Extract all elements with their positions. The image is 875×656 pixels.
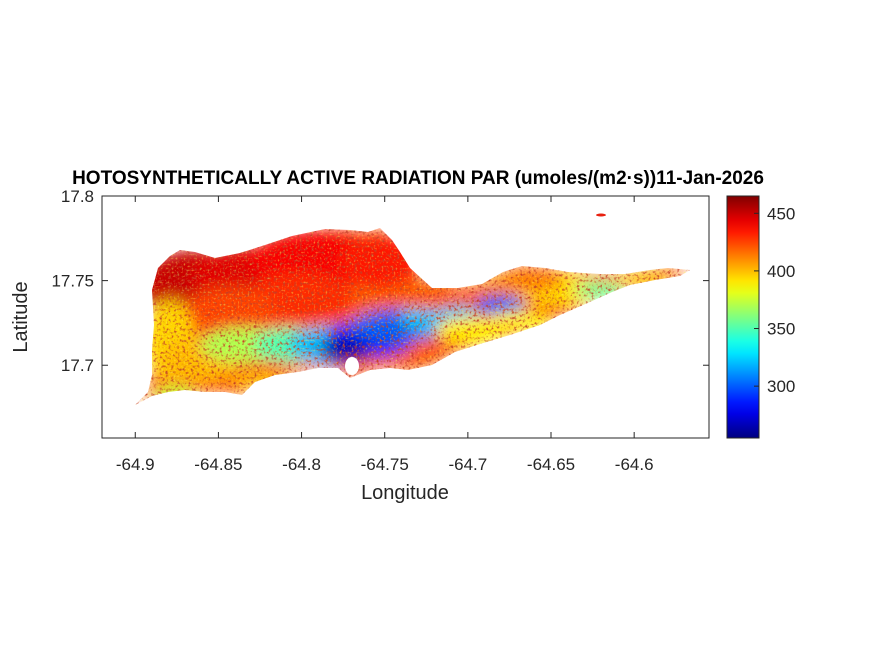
y-axis-label: Latitude (10, 281, 32, 352)
y-tick-label: 17.75 (51, 272, 94, 291)
x-tick-label: -64.65 (527, 455, 575, 474)
colorbar: 300 350 400 450 (726, 195, 795, 439)
y-axis: 17.7 17.75 17.8 (51, 187, 709, 375)
axes-frame (101, 195, 710, 439)
small-islet (596, 213, 606, 217)
y-tick-label: 17.7 (61, 356, 94, 375)
x-tick-label: -64.9 (116, 455, 155, 474)
colorbar-tick-label: 350 (767, 320, 795, 339)
texture-overlay-yellow (135, 228, 690, 405)
colorbar-ticks: 300 350 400 450 (754, 204, 795, 396)
colorbar-tick-label: 450 (767, 204, 795, 223)
colorbar-tick-label: 300 (767, 377, 795, 396)
colorbar-tick-label: 400 (767, 262, 795, 281)
x-tick-label: -64.85 (194, 455, 242, 474)
x-axis: -64.9 -64.85 -64.8 -64.75 -64.7 -64.65 -64.6 (116, 196, 654, 474)
x-tick-label: -64.75 (361, 455, 409, 474)
x-tick-label: -64.8 (282, 455, 321, 474)
x-tick-label: -64.6 (615, 455, 654, 474)
heatmap-layer (135, 213, 690, 405)
map-title: HOTOSYNTHETICALLY ACTIVE RADIATION PAR (… (72, 168, 764, 189)
x-tick-label: -64.7 (448, 455, 487, 474)
y-tick-label: 17.8 (61, 187, 94, 206)
white-inlet (345, 357, 359, 375)
x-axis-label: Longitude (361, 482, 449, 504)
colorbar-gradient (726, 195, 760, 439)
